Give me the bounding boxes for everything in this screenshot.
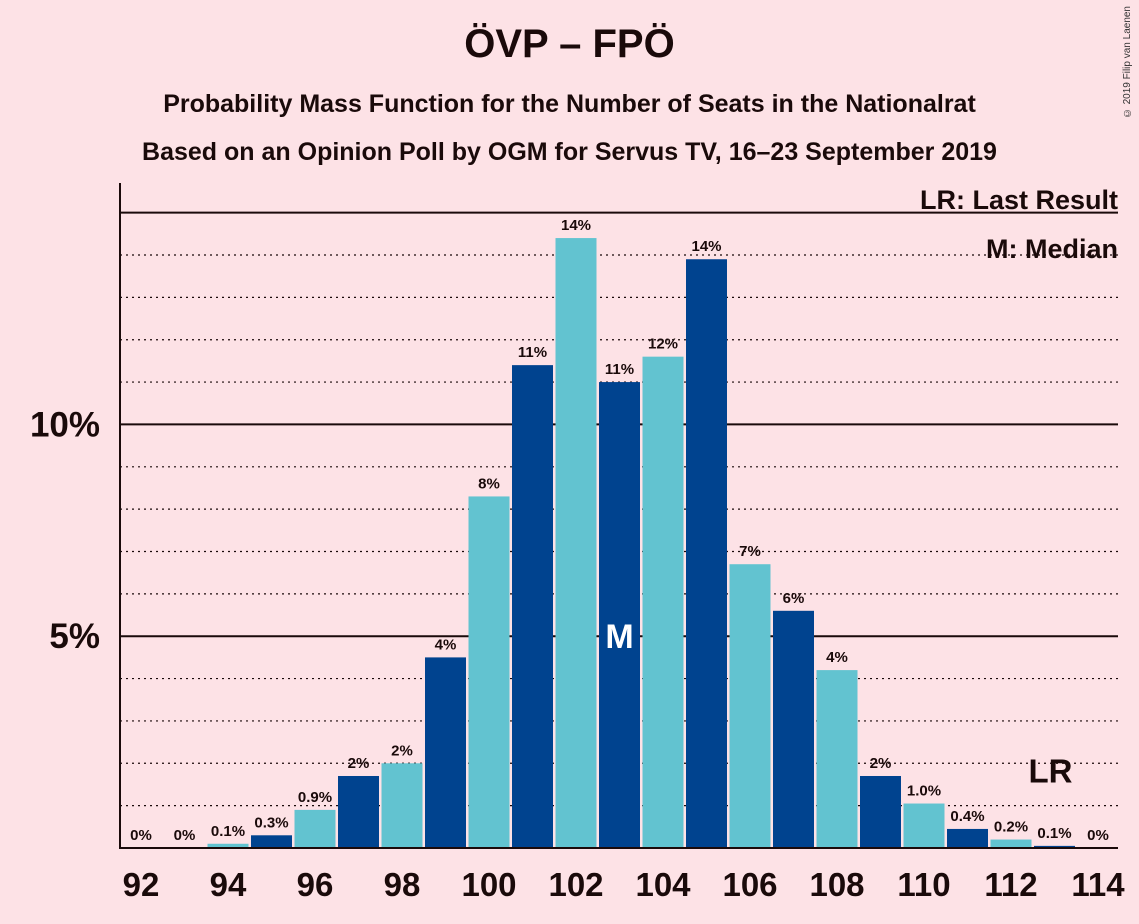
bar-97 <box>338 775 379 848</box>
bar-labels: 0% 0% 0.1% 0.3% 0.9% 2% 2% 4% 8% 11% 14% 11% M 12% 14%… <box>130 217 1109 844</box>
bars <box>207 238 1075 848</box>
bar-label-96: 0.9% <box>298 789 332 806</box>
bar-107 <box>773 610 814 848</box>
bar-label-110: 1.0% <box>907 783 941 800</box>
x-tick-label: 98 <box>384 866 421 903</box>
chart-subtitle: Probability Mass Function for the Number… <box>163 90 976 118</box>
x-tick-label: 110 <box>897 866 950 903</box>
x-tick-label: 92 <box>123 866 160 903</box>
x-tick-label: 102 <box>548 866 603 903</box>
bar-label-104: 12% <box>648 336 678 353</box>
bar-label-102: 14% <box>561 217 591 234</box>
bar-104 <box>642 356 684 848</box>
bar-98 <box>381 763 423 848</box>
x-tick-label: 104 <box>635 866 691 903</box>
bar-label-97: 2% <box>348 755 370 772</box>
bar-106 <box>729 564 771 848</box>
bar-label-107: 6% <box>783 590 805 607</box>
bar-96 <box>294 809 336 848</box>
x-tick-label: 106 <box>722 866 777 903</box>
x-tick-label: 96 <box>297 866 334 903</box>
bar-label-101: 11% <box>518 344 547 361</box>
bar-102 <box>555 238 597 848</box>
bar-94 <box>207 843 249 848</box>
bar-105 <box>686 259 727 848</box>
bar-label-106: 7% <box>739 543 761 560</box>
bar-label-112: 0.2% <box>994 819 1028 836</box>
x-tick-label: 108 <box>809 866 864 903</box>
chart-title: ÖVP – FPÖ <box>464 22 675 66</box>
bar-label-105: 14% <box>691 238 721 255</box>
bar-label-99: 4% <box>435 636 457 653</box>
y-tick-label: 10% <box>30 405 100 444</box>
bar-label-95: 0.3% <box>254 814 288 831</box>
x-tick-label: 114 <box>1071 866 1125 903</box>
bar-label-100: 8% <box>478 475 500 492</box>
x-tick-label: 100 <box>461 866 516 903</box>
bar-110 <box>903 803 945 848</box>
bar-label-109: 2% <box>870 755 892 772</box>
bar-100 <box>468 496 510 848</box>
bar-label-98: 2% <box>391 742 413 759</box>
median-marker: M <box>605 618 633 656</box>
bar-label-108: 4% <box>826 649 848 666</box>
bar-95 <box>251 835 292 848</box>
bar-113 <box>1034 845 1075 848</box>
last-result-marker: LR <box>1029 752 1073 789</box>
bar-label-103: 11% <box>605 361 634 378</box>
x-tick-label: 112 <box>984 866 1037 903</box>
bar-label-92: 0% <box>130 827 152 844</box>
y-tick-label: 5% <box>49 617 100 656</box>
bar-101 <box>512 365 553 848</box>
x-tick-label: 94 <box>210 866 247 903</box>
bar-label-93: 0% <box>174 827 196 844</box>
bar-99 <box>425 657 466 848</box>
bar-label-111: 0.4% <box>950 808 984 825</box>
axes: 92 94 96 98 100 102 104 106 108 110 112 114 5% 10% <box>30 183 1125 903</box>
bar-103 <box>599 382 640 848</box>
bar-111 <box>947 828 988 848</box>
bar-label-94: 0.1% <box>211 823 245 840</box>
bar-108 <box>816 670 858 848</box>
bar-112 <box>990 839 1032 848</box>
chart-source: Based on an Opinion Poll by OGM for Serv… <box>142 138 997 166</box>
bar-label-114: 0% <box>1087 827 1109 844</box>
bar-109 <box>860 775 901 848</box>
bar-label-113: 0.1% <box>1037 825 1071 842</box>
legend-median: M: Median <box>986 234 1118 264</box>
legend-last-result: LR: Last Result <box>920 185 1118 215</box>
